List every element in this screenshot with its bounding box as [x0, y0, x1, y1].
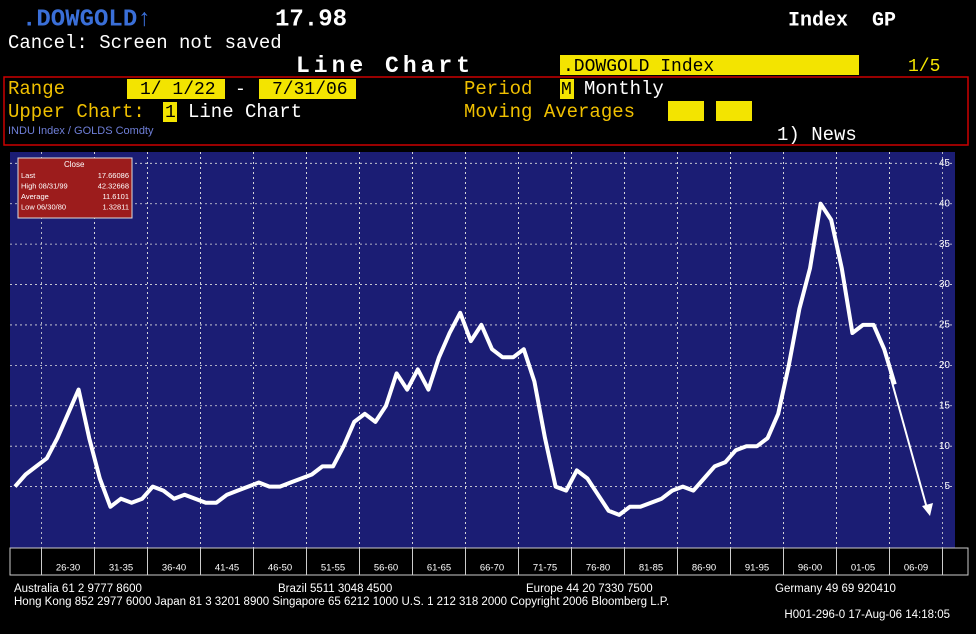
range-start[interactable]: 1/ 1/22 [140, 80, 216, 100]
period-name: Monthly [584, 78, 664, 100]
y-tick-label: 40 [939, 198, 951, 209]
footer-timestamp: H001-296-0 17-Aug-06 14:18:05 [784, 609, 950, 621]
security-box[interactable] [560, 55, 859, 75]
y-tick-label: 15 [939, 400, 951, 411]
x-tick-label: 31-35 [109, 563, 133, 574]
x-axis-strip [9, 547, 969, 576]
x-tick-label: 91-95 [745, 563, 769, 574]
range-start-field[interactable] [127, 79, 225, 99]
y-tick-label: 20 [939, 360, 951, 371]
formula: INDU Index / GOLDS Comdty [8, 125, 154, 137]
news-link[interactable]: 1) News [777, 124, 857, 146]
arrow-head [922, 503, 933, 516]
x-tick-label: 81-85 [639, 563, 663, 574]
upper-chart-field[interactable] [163, 102, 177, 122]
x-tick-label: 66-70 [480, 563, 504, 574]
moving-averages-label: Moving Averages [464, 101, 635, 123]
annotation-arrow [889, 374, 929, 513]
footer-contact: Germany 49 69 920410 [775, 583, 896, 595]
footer-contact: Europe 44 20 7330 7500 [526, 583, 653, 595]
upper-chart-name: Line Chart [188, 101, 302, 123]
stat-label: High 08/31/99 [21, 181, 68, 190]
x-tick-label: 06-09 [904, 563, 928, 574]
y-tick-label: 45 [939, 158, 951, 169]
page-number: 1/5 [908, 57, 940, 77]
ma-field-1[interactable] [668, 101, 704, 121]
upper-chart-code[interactable]: 1 [165, 103, 176, 123]
footer-contacts: Hong Kong 852 2977 6000 Japan 81 3 3201 … [14, 596, 669, 608]
index-label: Index [788, 9, 848, 32]
x-tick-label: 36-40 [162, 563, 186, 574]
settings-frame [3, 76, 969, 146]
x-tick-label: 71-75 [533, 563, 557, 574]
period-field[interactable] [560, 79, 574, 99]
ma-field-2[interactable] [716, 101, 752, 121]
x-tick-label: 86-90 [692, 563, 716, 574]
stats-rows: Last 17.66086 High 08/31/99 42.32668 Average… [21, 171, 129, 212]
function-code: GP [872, 9, 896, 32]
x-tick-label: 76-80 [586, 563, 610, 574]
stat-label: Last [21, 171, 36, 180]
y-tick-label: 5 [944, 481, 950, 492]
range-end-field[interactable] [259, 79, 356, 99]
range-label: Range [8, 78, 65, 100]
stat-label: Average [21, 192, 49, 201]
y-tick-label: 35 [939, 239, 951, 250]
plot-area [10, 152, 955, 548]
x-tick-label: 56-60 [374, 563, 398, 574]
price: 17.98 [275, 6, 347, 33]
stats-box [17, 157, 133, 219]
footer-contact: Brazil 5511 3048 4500 [278, 583, 392, 595]
x-tick-label: 26-30 [56, 563, 80, 574]
footer-contact: Australia 61 2 9777 8600 [14, 583, 142, 595]
upper-chart-label: Upper Chart: [8, 101, 145, 123]
data-line [13, 201, 897, 517]
stat-label: Low 06/30/80 [21, 202, 66, 211]
y-tick-label: 30 [939, 279, 951, 290]
x-tick-label: 51-55 [321, 563, 345, 574]
x-tick-label: 96-00 [798, 563, 822, 574]
x-tick-label: 46-50 [268, 563, 292, 574]
stat-value: 42.32668 [98, 181, 129, 190]
range-separator: - [235, 80, 246, 100]
range-end[interactable]: 7/31/06 [272, 80, 348, 100]
x-tick-label: 61-65 [427, 563, 451, 574]
period-code[interactable]: M [561, 80, 572, 100]
stat-value: 1.32811 [102, 202, 129, 211]
security[interactable]: .DOWGOLD Index [563, 57, 714, 77]
status-line: Cancel: Screen not saved [8, 32, 282, 54]
stat-value: 11.6101 [102, 192, 129, 201]
x-tick-label: 01-05 [851, 563, 875, 574]
plot: 5 10 15 20 25 30 35 40 45 26-30 31-35 36-40 41-45 46-… [10, 152, 955, 575]
screen-title: Line Chart [296, 53, 474, 79]
y-tick-label: 25 [939, 320, 951, 331]
stats-title: Close [64, 160, 85, 169]
stat-value: 17.66086 [98, 171, 129, 180]
ticker: .DOWGOLD↑ [22, 6, 152, 33]
x-tick-label: 41-45 [215, 563, 239, 574]
y-tick-label: 10 [939, 441, 951, 452]
period-label: Period [464, 78, 532, 100]
